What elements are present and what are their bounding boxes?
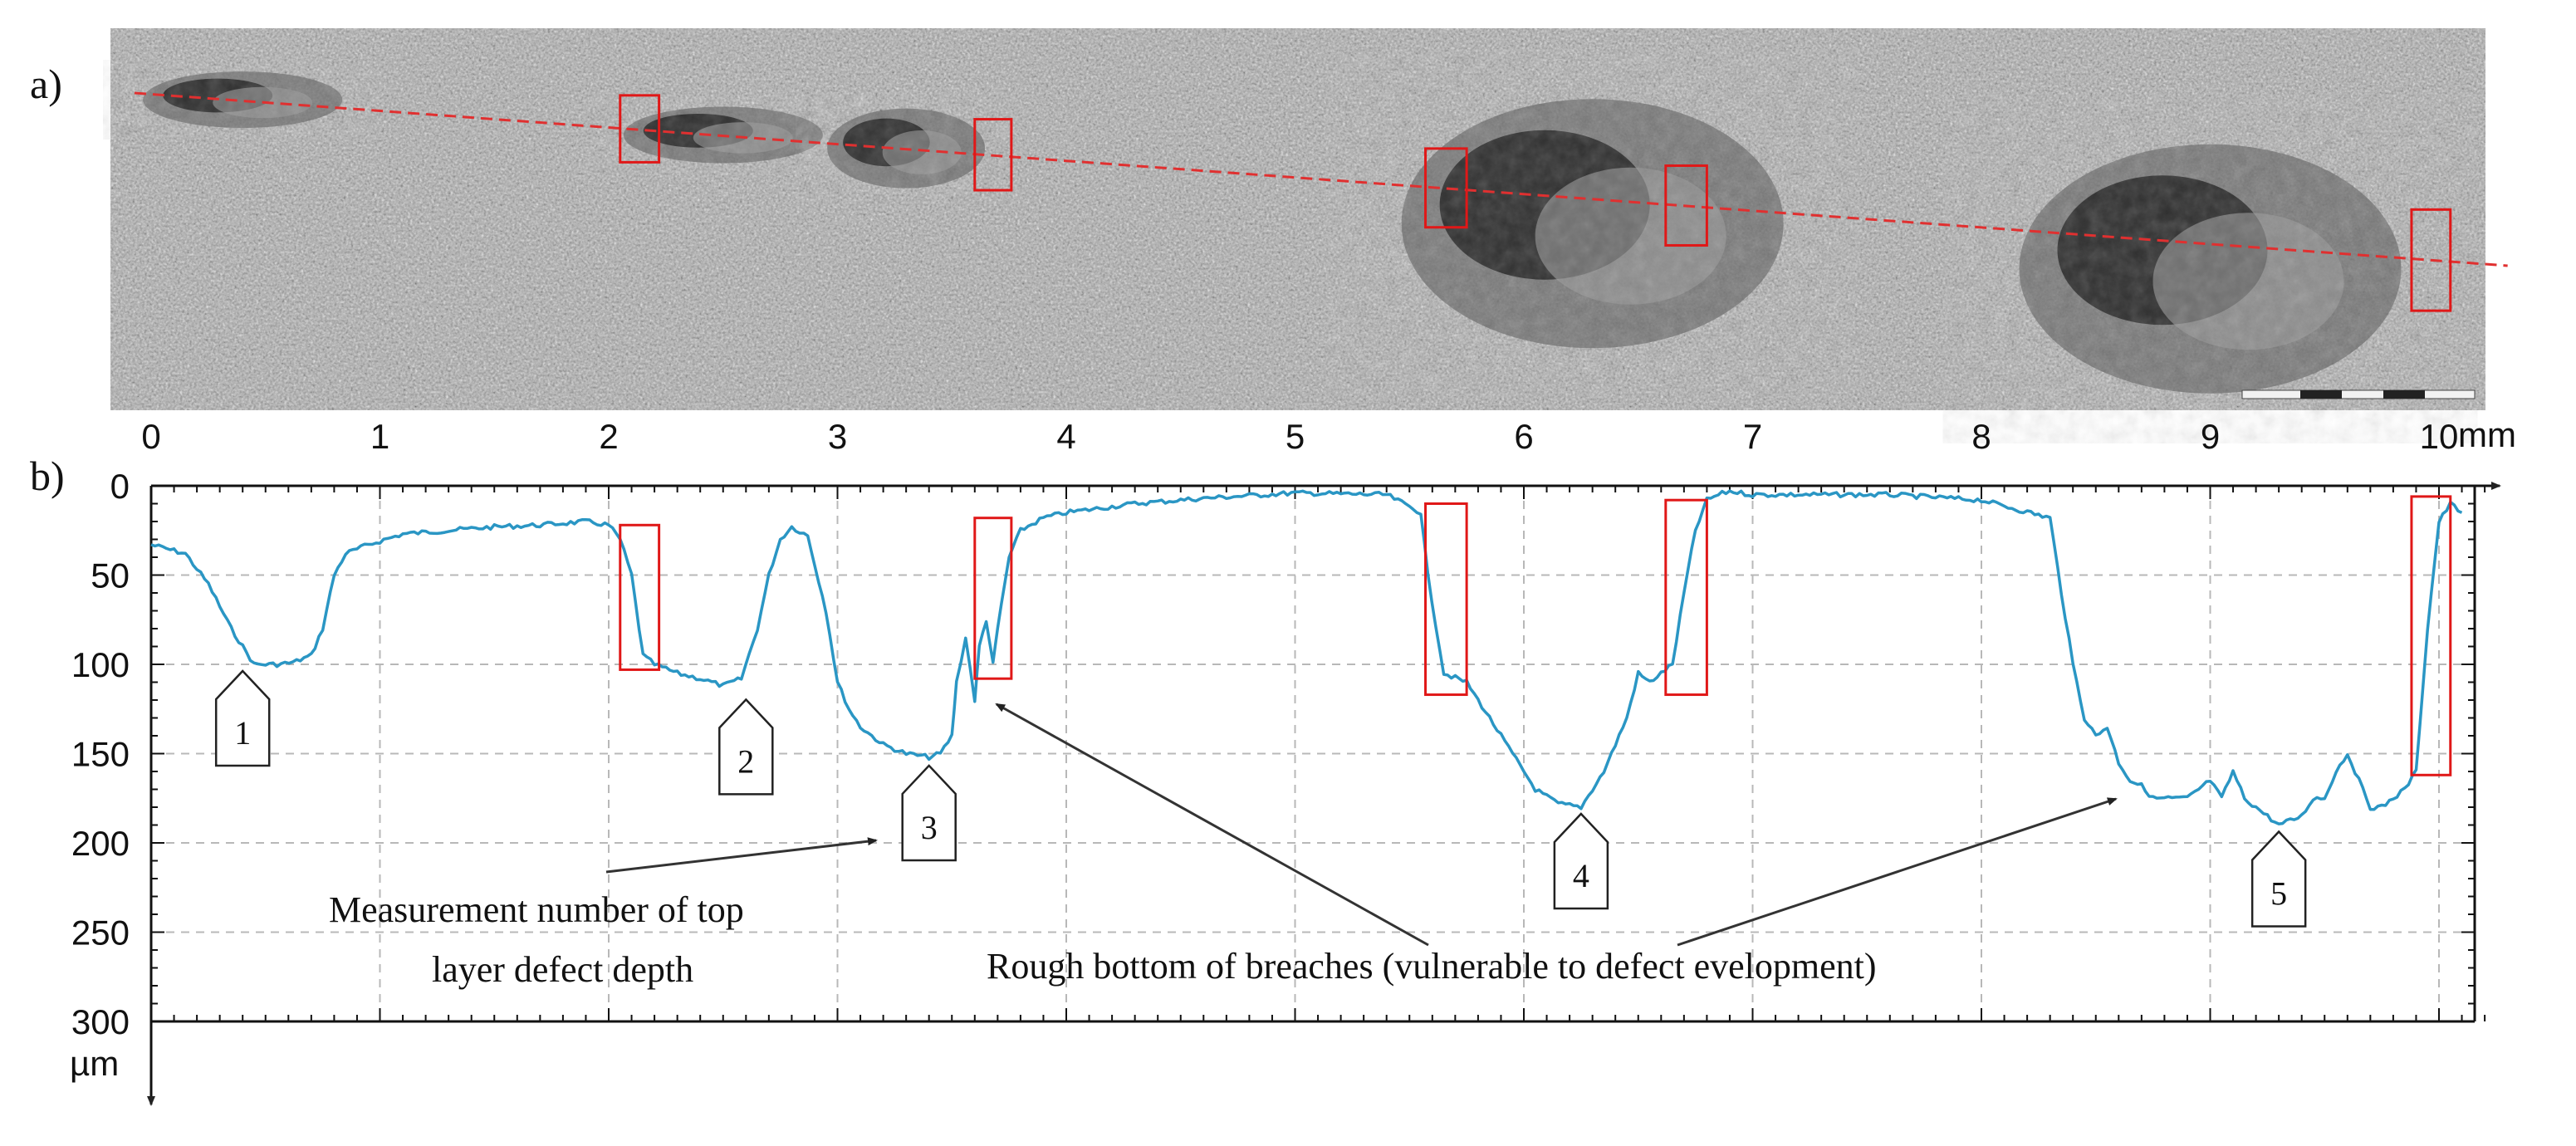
micrograph-box-2 [973,118,1013,192]
micrograph-box-4 [1664,164,1708,247]
callout-5: 5 [2250,830,2307,928]
y-tick-label: 100 [71,645,130,684]
callout-3: 3 [901,764,957,862]
y-tick-label: 50 [91,556,130,595]
defect-4 [1401,99,1784,349]
highlight-box-4 [1664,498,1708,697]
callout-marker [2250,830,2307,928]
y-tick-label: 0 [110,467,130,506]
highlight-box-2 [973,517,1013,680]
callout-number: 5 [2270,875,2287,913]
defect-1 [143,71,343,129]
y-tick-label: 200 [71,824,130,863]
x-tick-label: 5 [1286,417,1305,456]
y-tick-label: 250 [71,913,130,953]
panel-b-label: b) [30,453,65,499]
x-tick-label: 7 [1743,417,1762,456]
defect-layer [143,71,2402,394]
x-tick-label: 1 [370,417,389,456]
y-tick-labels: 0 50 100 150 200 250 300 [71,467,130,1041]
micrograph-highlight-boxes [619,94,2452,312]
x-tick-label: 6 [1514,417,1533,456]
arrow-to-rough-bottom-right [1677,797,2118,947]
chart-highlight-boxes [619,495,2452,776]
y-unit-label: µm [70,1044,119,1083]
measurement-callouts: 1 2 3 4 5 [214,669,2307,928]
depth-profile-series [150,489,2463,825]
x-tick-label: 4 [1056,417,1075,456]
y-tick-label: 300 [71,1002,130,1041]
callout-1: 1 [214,669,271,767]
x-tick-label: 10 [2420,417,2459,456]
arrow-to-rough-bottom-left [995,703,1429,947]
micrograph-box-3 [1424,147,1468,229]
arrow-to-callout-3 [605,837,878,874]
micrograph-box-1 [619,94,661,164]
callout-number: 1 [234,714,251,752]
annotation-measurement-line1: Measurement number of top [329,889,744,930]
panel-a-label: a) [30,61,62,107]
highlight-box-5 [2410,495,2452,776]
callout-4: 4 [1553,812,1609,910]
highlight-box-1 [619,523,661,671]
chart-grid [151,486,2475,1021]
micrograph-image [110,28,2508,410]
callout-marker [214,669,271,767]
callout-2: 2 [718,698,774,796]
scale-bar [2241,389,2476,399]
depth-profile-chart: 0 1 2 3 4 5 6 7 8 9 10 0 50 100 150 200 250 300 mm µm 1 2… [70,415,2516,1106]
x-tick-label: 2 [599,417,618,456]
x-tick-labels: 0 1 2 3 4 5 6 7 8 9 10 [141,417,2458,456]
annotation-rough-bottom: Rough bottom of breaches (vulnerable to … [987,946,1877,987]
callout-number: 3 [921,809,938,846]
callout-marker [1553,812,1609,910]
callout-marker [901,764,957,862]
annotation-measurement-line2: layer defect depth [432,949,693,990]
callout-marker [718,698,774,796]
callout-number: 2 [737,742,754,780]
micrograph-box-5 [2410,208,2452,312]
callout-number: 4 [1573,857,1589,894]
x-tick-label: 0 [141,417,160,456]
defect-5 [2019,144,2402,394]
x-tick-label: 3 [828,417,847,456]
x-unit-label: mm [2458,415,2516,454]
x-tick-label: 9 [2201,417,2220,456]
highlight-box-3 [1424,502,1468,697]
profile-line [134,91,2508,267]
x-tick-label: 8 [1971,417,1991,456]
y-tick-label: 150 [71,735,130,774]
